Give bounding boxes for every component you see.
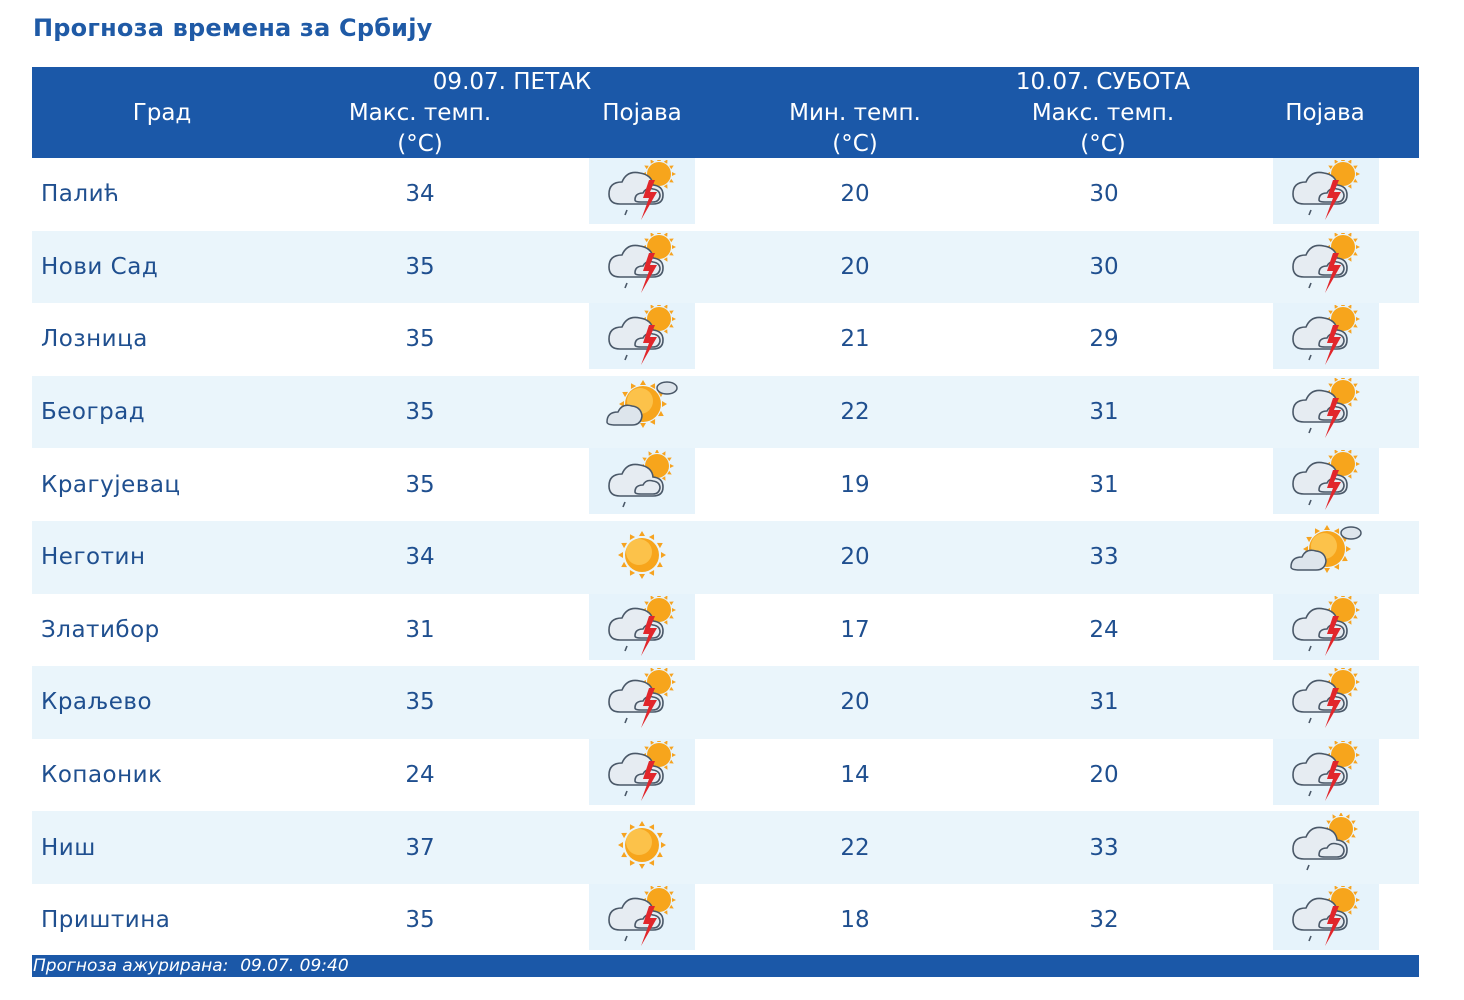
day2-max-temp: 31 — [1089, 399, 1119, 426]
day1-max-temp: 34 — [405, 181, 435, 208]
sunny-icon — [589, 811, 695, 877]
thunderstorm-icon — [1273, 448, 1379, 515]
day2-max-temp: 30 — [1089, 181, 1119, 208]
thunderstorm-icon — [1273, 883, 1379, 950]
day2-max-temp: 33 — [1089, 544, 1119, 571]
sunny-icon — [589, 521, 695, 587]
day2-min-temp: 22 — [840, 399, 870, 426]
header-day1-max-unit: (°C) — [397, 131, 443, 157]
table-row: Приштина 35 18 32 — [32, 883, 1419, 957]
update-footer: Прогноза ажурирана: 09.07. 09:40 — [32, 955, 1419, 977]
cloudy-showers-icon — [1273, 811, 1379, 878]
day2-max-temp: 20 — [1089, 762, 1119, 789]
day2-max-temp: 31 — [1089, 689, 1119, 716]
thunderstorm-icon — [1273, 230, 1379, 297]
thunderstorm-icon — [589, 303, 695, 370]
header-day2-min: Мин. темп. — [789, 100, 921, 126]
table-header: Град 09.07. ПЕТАК Макс. темп. (°C) Појав… — [32, 67, 1419, 158]
day1-max-temp: 35 — [405, 471, 435, 498]
day1-max-temp: 31 — [405, 616, 435, 643]
table-body: Палић 34 20 30 Нови Сад 35 20 30 Лозница… — [32, 158, 1419, 957]
thunderstorm-icon — [1273, 158, 1379, 224]
day1-max-temp: 35 — [405, 689, 435, 716]
day2-max-temp: 32 — [1089, 907, 1119, 934]
partly-cloudy-icon — [1273, 521, 1379, 587]
day2-min-temp: 17 — [840, 616, 870, 643]
city-name: Приштина — [41, 907, 171, 934]
thunderstorm-icon — [589, 158, 695, 224]
table-row: Београд 35 22 31 — [32, 375, 1419, 449]
city-name: Копаоник — [41, 762, 163, 789]
table-row: Краљево 35 20 31 — [32, 666, 1419, 739]
city-name: Нови Сад — [41, 253, 159, 280]
thunderstorm-icon — [589, 230, 695, 297]
updated-label: Прогноза ажурирана: — [33, 956, 229, 976]
day2-max-temp: 33 — [1089, 834, 1119, 861]
table-row: Нови Сад 35 20 30 — [32, 230, 1419, 304]
city-name: Крагујевац — [41, 471, 181, 498]
day2-min-temp: 21 — [840, 326, 870, 353]
day1-max-temp: 34 — [405, 544, 435, 571]
day2-min-temp: 19 — [840, 471, 870, 498]
day2-max-temp: 30 — [1089, 253, 1119, 280]
city-name: Београд — [41, 399, 146, 426]
table-row: Копаоник 24 14 20 — [32, 738, 1419, 812]
header-day1-phenomenon: Појава — [602, 100, 682, 126]
header-day2-max: Макс. темп. — [1031, 100, 1175, 126]
thunderstorm-icon — [589, 666, 695, 733]
day1-max-temp: 35 — [405, 907, 435, 934]
city-name: Ниш — [41, 834, 96, 861]
day2-min-temp: 20 — [840, 544, 870, 571]
thunderstorm-icon — [589, 738, 695, 805]
day2-min-temp: 14 — [840, 762, 870, 789]
city-name: Неготин — [41, 544, 146, 571]
table-row: Ниш 37 22 33 — [32, 811, 1419, 884]
day1-max-temp: 35 — [405, 399, 435, 426]
table-row: Лозница 35 21 29 — [32, 303, 1419, 376]
header-city: Град — [132, 100, 192, 126]
header-day2-min-unit: (°C) — [832, 131, 878, 157]
city-name: Краљево — [41, 689, 153, 716]
header-day2-max-unit: (°C) — [1080, 131, 1126, 157]
table-row: Палић 34 20 30 — [32, 158, 1419, 231]
city-name: Палић — [41, 181, 120, 208]
day2-min-temp: 20 — [840, 181, 870, 208]
partly-cloudy-icon — [589, 376, 695, 442]
header-day1-max: Макс. темп. — [348, 100, 492, 126]
thunderstorm-icon — [1273, 375, 1379, 442]
updated-value: 09.07. 09:40 — [240, 956, 349, 976]
day2-min-temp: 18 — [840, 907, 870, 934]
header-day2-date: 10.07. СУБОТА — [1015, 69, 1191, 95]
day1-max-temp: 35 — [405, 326, 435, 353]
thunderstorm-icon — [589, 593, 695, 660]
thunderstorm-icon — [589, 883, 695, 950]
header-day2-phenomenon: Појава — [1285, 100, 1365, 126]
day2-min-temp: 20 — [840, 253, 870, 280]
header-day1-date: 09.07. ПЕТАК — [432, 69, 592, 95]
day1-max-temp: 37 — [405, 834, 435, 861]
table-row: Неготин 34 20 33 — [32, 520, 1419, 594]
table-row: Златибор 31 17 24 — [32, 593, 1419, 667]
day2-max-temp: 29 — [1089, 326, 1119, 353]
thunderstorm-icon — [1273, 738, 1379, 805]
city-name: Лозница — [41, 326, 148, 353]
thunderstorm-icon — [1273, 303, 1379, 370]
table-row: Крагујевац 35 19 31 — [32, 448, 1419, 521]
day1-max-temp: 24 — [405, 762, 435, 789]
thunderstorm-icon — [1273, 593, 1379, 660]
day1-max-temp: 35 — [405, 253, 435, 280]
day2-max-temp: 24 — [1089, 616, 1119, 643]
thunderstorm-icon — [1273, 666, 1379, 733]
cloudy-showers-icon — [589, 448, 695, 515]
day2-max-temp: 31 — [1089, 471, 1119, 498]
page-title: Прогноза времена за Србију — [33, 14, 433, 42]
day2-min-temp: 20 — [840, 689, 870, 716]
city-name: Златибор — [41, 616, 160, 643]
forecast-table: Град 09.07. ПЕТАК Макс. темп. (°C) Појав… — [32, 67, 1419, 957]
day2-min-temp: 22 — [840, 834, 870, 861]
